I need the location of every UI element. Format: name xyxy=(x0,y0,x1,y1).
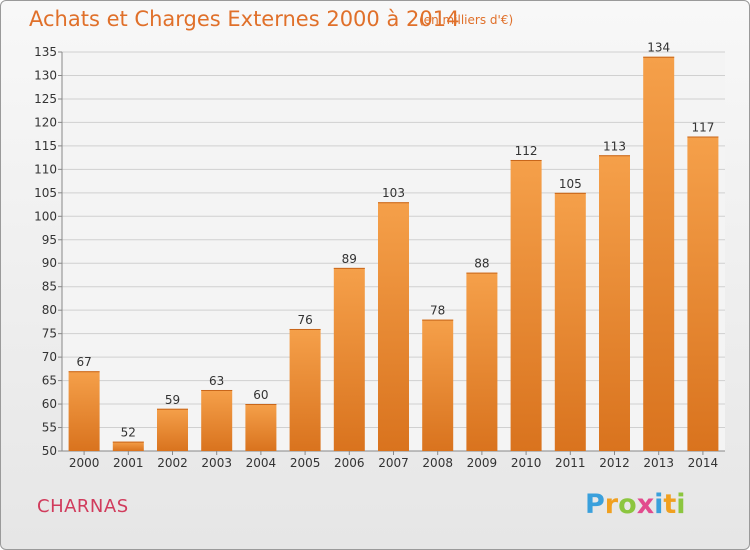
y-tick-label: 135 xyxy=(34,45,57,59)
bar-value-label: 52 xyxy=(121,426,136,440)
bar-2005 xyxy=(289,328,321,451)
y-tick-label: 50 xyxy=(42,444,57,458)
y-tick-label: 80 xyxy=(42,303,57,317)
bar-value-label: 88 xyxy=(474,257,489,271)
bar-value-label: 63 xyxy=(209,374,224,388)
x-tick-label: 2006 xyxy=(334,456,365,470)
logo-letter: i xyxy=(676,489,686,520)
bar-2002 xyxy=(157,408,188,451)
x-tick-label: 2002 xyxy=(157,456,188,470)
y-tick-label: 115 xyxy=(34,139,57,153)
x-tick-label: 2012 xyxy=(599,456,630,470)
x-tick-label: 2008 xyxy=(422,456,453,470)
x-tick-label: 2009 xyxy=(467,456,498,470)
y-tick-label: 130 xyxy=(34,68,57,82)
x-tick-label: 2003 xyxy=(201,456,232,470)
bar-value-label: 67 xyxy=(76,355,91,369)
bar-value-label: 76 xyxy=(297,313,312,327)
bar-2000 xyxy=(68,371,100,451)
bar-2009 xyxy=(466,272,498,451)
bar-2010 xyxy=(510,159,542,451)
bar-value-label: 105 xyxy=(559,177,582,191)
bar-2003 xyxy=(201,389,233,451)
proxiti-logo: Proxiti xyxy=(585,489,686,520)
bar-2008 xyxy=(422,319,454,451)
logo-letter: o xyxy=(618,489,637,520)
bar-value-label: 78 xyxy=(430,304,445,318)
x-tick-label: 2014 xyxy=(688,456,719,470)
bar-2011 xyxy=(554,192,586,451)
bar-value-label: 60 xyxy=(253,388,268,402)
x-tick-label: 2001 xyxy=(113,456,144,470)
y-tick-label: 55 xyxy=(42,421,57,435)
y-tick-label: 85 xyxy=(42,280,57,294)
x-tick-label: 2004 xyxy=(246,456,277,470)
x-tick-label: 2011 xyxy=(555,456,586,470)
y-tick-label: 75 xyxy=(42,327,57,341)
y-tick-label: 95 xyxy=(42,233,57,247)
y-tick-label: 60 xyxy=(42,397,57,411)
chart-title: Achats et Charges Externes 2000 à 2014 xyxy=(29,7,460,31)
logo-letter: i xyxy=(654,489,664,520)
bar-value-label: 134 xyxy=(647,41,670,55)
x-tick-label: 2010 xyxy=(511,456,542,470)
x-tick-label: 2007 xyxy=(378,456,409,470)
bar-value-label: 59 xyxy=(165,393,180,407)
bar-value-label: 103 xyxy=(382,186,405,200)
y-tick-label: 100 xyxy=(34,209,57,223)
bar-2006 xyxy=(333,267,365,451)
bar-2012 xyxy=(599,155,630,452)
x-tick-label: 2000 xyxy=(69,456,100,470)
bar-value-label: 112 xyxy=(515,144,538,158)
bar-value-label: 113 xyxy=(603,139,626,153)
logo-letter: P xyxy=(585,489,605,520)
y-tick-label: 90 xyxy=(42,256,57,270)
y-tick-label: 70 xyxy=(42,350,57,364)
bar-value-label: 117 xyxy=(691,120,714,134)
bar-2004 xyxy=(245,404,277,451)
y-tick-label: 125 xyxy=(34,92,57,106)
x-tick-label: 2013 xyxy=(643,456,674,470)
y-tick-label: 65 xyxy=(42,374,57,388)
city-name: CHARNAS xyxy=(37,496,129,517)
bar-2001 xyxy=(112,441,144,451)
logo-letter: r xyxy=(604,489,619,520)
y-tick-label: 110 xyxy=(34,162,57,176)
y-tick-label: 105 xyxy=(34,186,57,200)
logo-letter: x xyxy=(636,489,655,520)
logo-letter: t xyxy=(663,489,677,520)
bar-2013 xyxy=(643,56,675,451)
chart-subtitle: (en milliers d'€) xyxy=(419,13,514,27)
bar-2007 xyxy=(378,202,409,451)
bar-value-label: 89 xyxy=(342,252,357,266)
bar-2014 xyxy=(687,136,719,451)
y-tick-label: 120 xyxy=(34,115,57,129)
x-tick-label: 2005 xyxy=(290,456,321,470)
